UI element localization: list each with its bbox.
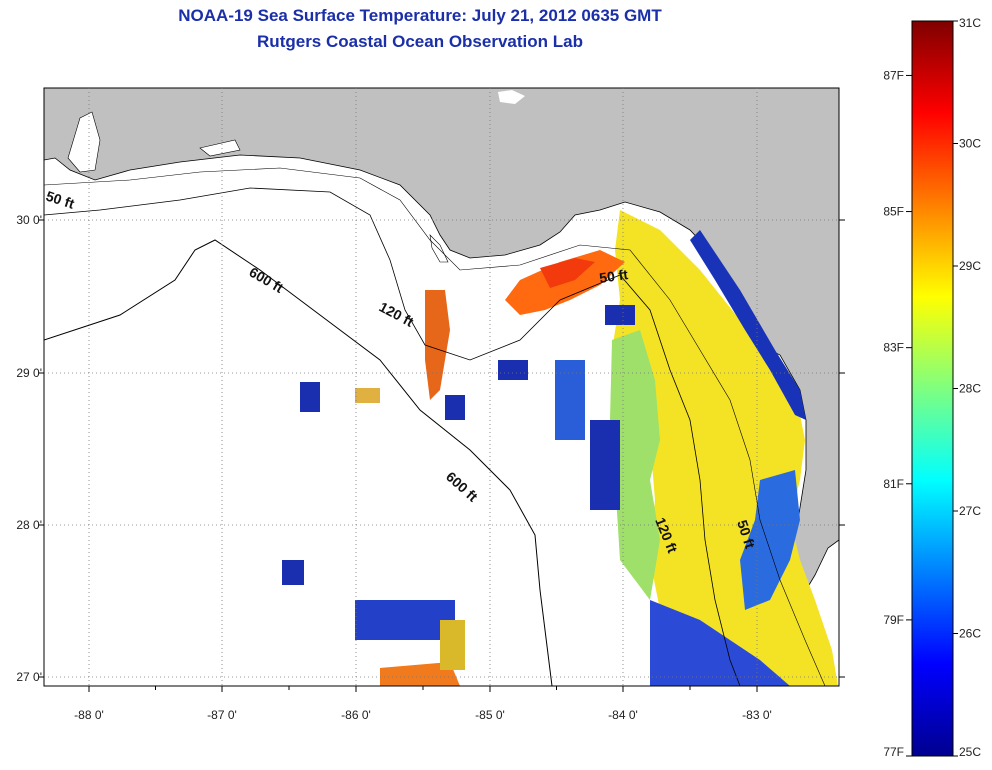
colorbar-fahrenheit-labels: 87F 85F 83F 81F 79F 77F xyxy=(883,68,912,759)
island xyxy=(498,90,525,104)
lat-tick-label: 29 0' xyxy=(16,366,42,380)
colorbar-fahrenheit-tick: 81F xyxy=(883,477,904,491)
sst-speck xyxy=(300,382,320,412)
sst-speck xyxy=(282,560,304,585)
bay-inlet xyxy=(67,111,101,173)
colorbar-celsius-tick: 25C xyxy=(959,745,981,759)
isobath-120ft xyxy=(44,187,741,686)
colorbar-fahrenheit-tick: 85F xyxy=(883,205,904,219)
map-frame xyxy=(43,87,840,687)
lon-tick-label: -84 0' xyxy=(608,708,638,722)
sst-swath-cool xyxy=(650,600,790,686)
lat-tick-label: 30 0' xyxy=(16,213,42,227)
lon-tick-label: -86 0' xyxy=(341,708,371,722)
sst-speck xyxy=(445,395,465,420)
sst-warm-core xyxy=(540,258,595,288)
sst-speck xyxy=(355,600,455,640)
sst-swath-cool-edge xyxy=(690,230,806,420)
colorbar xyxy=(911,20,954,757)
longitude-axis: -88 0' -87 0' -86 0' -85 0' -84 0' -83 0' xyxy=(74,686,772,722)
colorbar-celsius-tick: 28C xyxy=(959,382,981,396)
colorbar-celsius-tick: 31C xyxy=(959,16,981,30)
sst-speck xyxy=(605,305,635,325)
lon-tick-label: -85 0' xyxy=(475,708,505,722)
colorbar-celsius-tick: 26C xyxy=(959,627,981,641)
latitude-axis: 30 0' 29 0' 28 0' 27 0' xyxy=(16,213,845,684)
isobath-600ft xyxy=(44,239,553,686)
colorbar-celsius-tick: 29C xyxy=(959,259,981,273)
bay-inlet xyxy=(199,139,241,157)
colorbar-fahrenheit-tick: 77F xyxy=(883,745,904,759)
sst-warm-strip xyxy=(425,290,450,400)
colorbar-celsius-tick: 27C xyxy=(959,504,981,518)
sst-speck xyxy=(590,420,620,510)
sst-swath-green xyxy=(610,330,660,600)
colorbar-fahrenheit-tick: 87F xyxy=(883,68,904,82)
graticule xyxy=(44,88,839,686)
colorbar-celsius-labels: 31C 30C 29C 28C 27C 26C 25C xyxy=(953,16,981,759)
sst-speck xyxy=(555,360,585,440)
colorbar-fahrenheit-tick: 79F xyxy=(883,613,904,627)
colorbar-fahrenheit-tick: 83F xyxy=(883,341,904,355)
lon-tick-label: -87 0' xyxy=(207,708,237,722)
lat-tick-label: 28 0' xyxy=(16,518,42,532)
sst-speck xyxy=(440,620,465,670)
map-title: NOAA-19 Sea Surface Temperature: July 21… xyxy=(178,6,662,25)
sst-speck xyxy=(355,388,380,403)
bay-inlet xyxy=(429,234,449,263)
isobath-50ft xyxy=(44,167,826,686)
lon-tick-label: -88 0' xyxy=(74,708,104,722)
sst-patch-cool xyxy=(740,470,800,610)
sst-speck xyxy=(498,360,528,380)
contour-label-50ft-east: 50 ft xyxy=(598,266,629,286)
lat-tick-label: 27 0' xyxy=(16,670,42,684)
map-subtitle: Rutgers Coastal Ocean Observation Lab xyxy=(257,32,583,51)
colorbar-celsius-tick: 30C xyxy=(959,137,981,151)
lon-tick-label: -83 0' xyxy=(742,708,772,722)
